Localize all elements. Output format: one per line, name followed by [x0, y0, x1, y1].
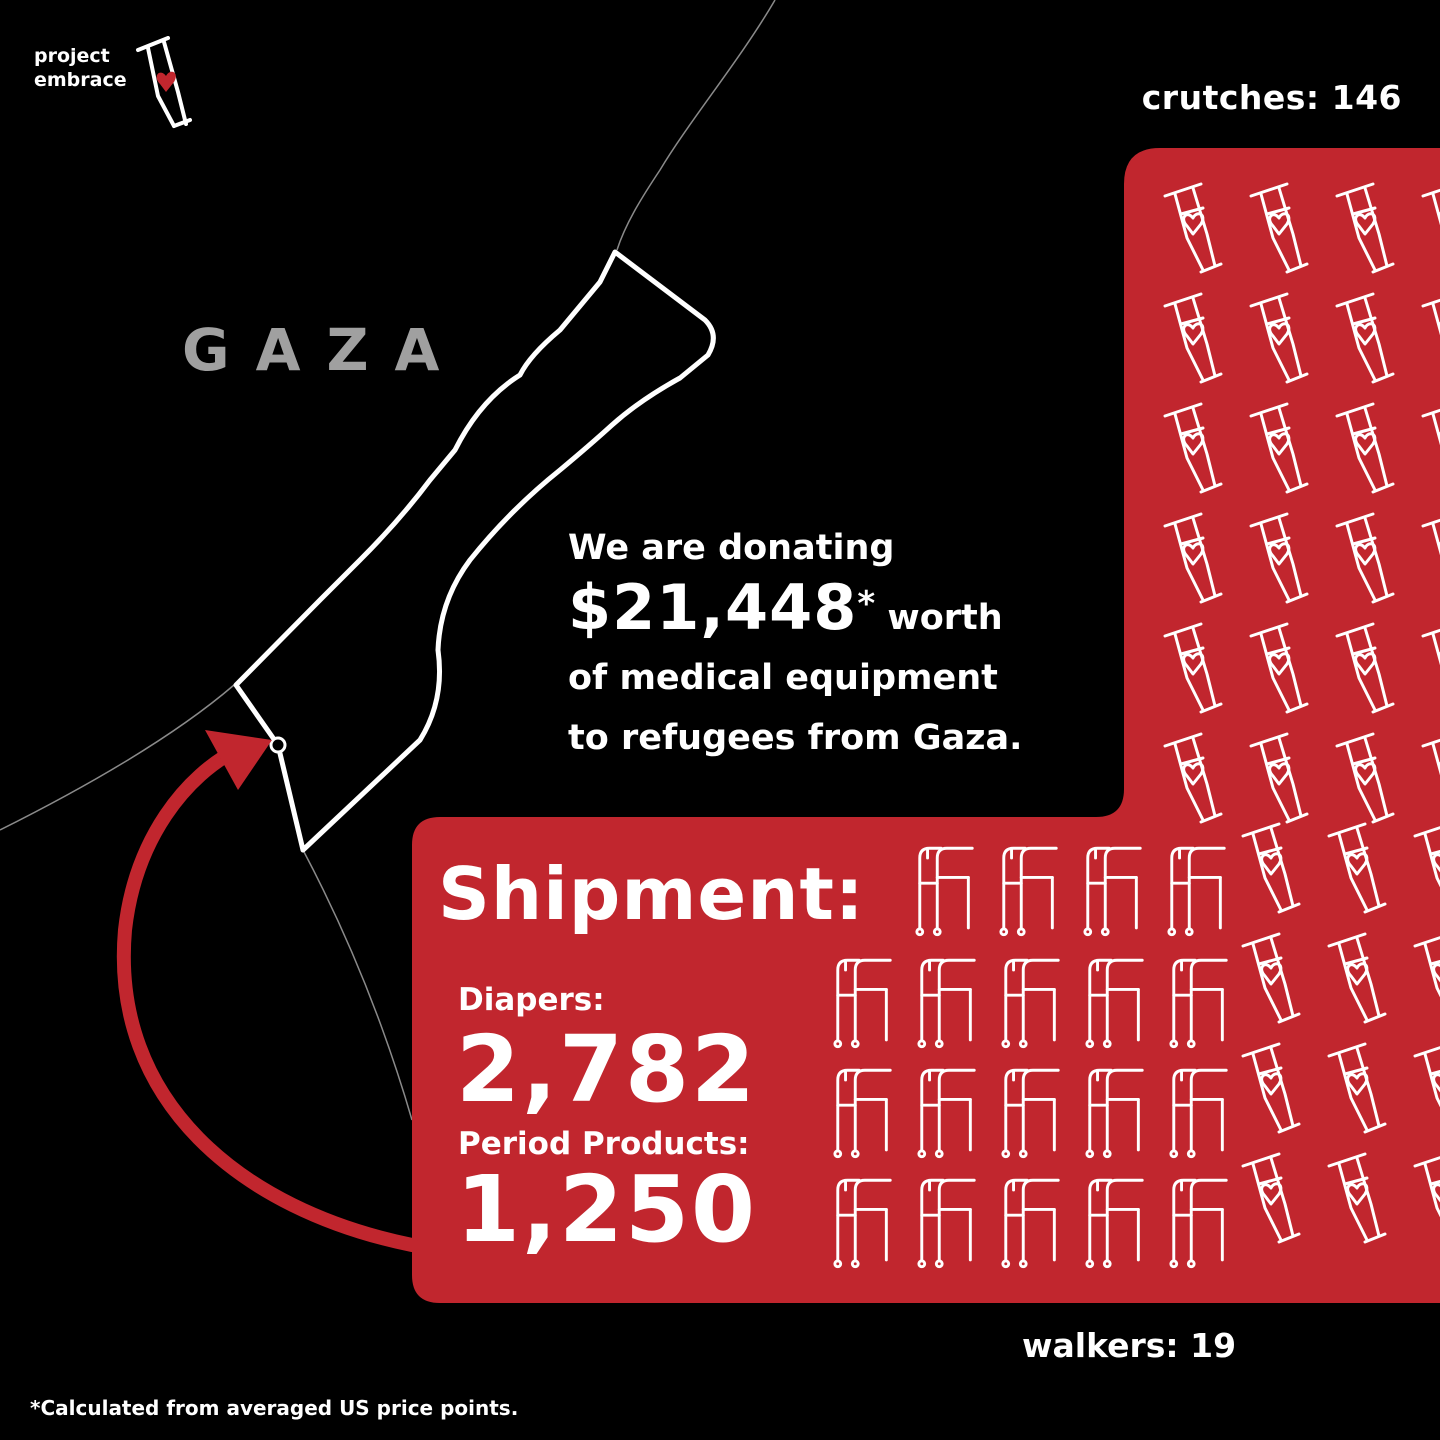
diapers-label: Diapers:: [458, 982, 605, 1018]
headline-worth: worth: [887, 598, 1003, 638]
crutch-heart-icon: [1413, 1156, 1440, 1218]
crutch-heart-icon: [1335, 402, 1395, 494]
crutch-heart-icon: [1327, 932, 1387, 1024]
headline-line3: of medical equipment: [568, 658, 998, 698]
crutch-heart-icon: [136, 36, 192, 128]
border-line-north: [616, 0, 776, 251]
crutch-heart-icon: [1335, 732, 1395, 824]
crutch-heart-icon: [1421, 628, 1440, 666]
map-region-label: GAZA: [182, 316, 466, 384]
walker-icon: [1169, 958, 1228, 1049]
headline-line2: $21,448* worth: [568, 577, 1022, 648]
walker-icon: [915, 846, 974, 937]
brand-line1: project: [34, 45, 110, 67]
crutches-count: crutches: 146: [1141, 78, 1402, 117]
border-line-south: [302, 849, 413, 1121]
arrow-head: [205, 730, 272, 790]
walker-icon: [1085, 1178, 1144, 1269]
walker-icon: [1001, 1178, 1060, 1269]
headline-line1: We are donating: [568, 528, 895, 568]
walker-icon: [833, 1068, 892, 1159]
crutch-heart-icon: [1249, 402, 1309, 494]
crutch-heart-icon: [1413, 826, 1440, 888]
crutch-heart-icon: [1421, 518, 1440, 556]
crutch-heart-icon: [1327, 1042, 1387, 1134]
walker-icon: [1169, 1068, 1228, 1159]
crutch-heart-icon: [1249, 182, 1309, 274]
walker-icon: [917, 1068, 976, 1159]
crutch-heart-icon: [1421, 298, 1440, 336]
footnote: *Calculated from averaged US price point…: [30, 1396, 519, 1420]
crutch-heart-icon: [1241, 1042, 1301, 1134]
walker-icon: [917, 958, 976, 1049]
crutch-heart-icon: [1421, 738, 1440, 776]
crutch-heart-icon: [1413, 1046, 1440, 1108]
brand-logo: project embrace: [34, 44, 127, 92]
crutch-heart-icon: [1327, 822, 1387, 914]
crutch-heart-icon: [1163, 182, 1223, 274]
headline-line4: to refugees from Gaza.: [568, 718, 1023, 758]
crutch-heart-icon: [1163, 732, 1223, 824]
walker-icon: [1001, 958, 1060, 1049]
period-products-label: Period Products:: [458, 1126, 750, 1162]
crutch-heart-icon: [1249, 292, 1309, 384]
walkers-count: walkers: 19: [1022, 1326, 1237, 1365]
crutch-heart-icon: [1241, 1152, 1301, 1244]
crutch-heart-icon: [1335, 182, 1395, 274]
shipment-title: Shipment:: [438, 852, 865, 936]
walker-icon: [1169, 1178, 1228, 1269]
crutch-heart-icon: [1241, 932, 1301, 1024]
border-line-west: [0, 684, 235, 831]
walker-icon: [1167, 846, 1226, 937]
walker-icon: [833, 1178, 892, 1269]
crutch-heart-icon: [1249, 622, 1309, 714]
crutch-heart-icon: [1163, 512, 1223, 604]
walker-icon: [917, 1178, 976, 1269]
crutch-heart-icon: [1421, 188, 1440, 226]
curved-arrow-icon: [116, 741, 419, 1252]
crutch-heart-icon: [1163, 402, 1223, 494]
crutch-heart-icon: [1163, 622, 1223, 714]
crutch-heart-icon: [1421, 408, 1440, 446]
brand-line2: embrace: [34, 69, 127, 91]
walker-icon: [833, 958, 892, 1049]
crutch-heart-icon: [1163, 292, 1223, 384]
walker-icon: [1085, 1068, 1144, 1159]
crutch-heart-icon: [1335, 622, 1395, 714]
location-marker: [269, 736, 287, 754]
crutch-heart-icon: [1335, 512, 1395, 604]
asterisk: *: [857, 584, 876, 624]
walker-icon: [1083, 846, 1142, 937]
crutch-heart-icon: [1241, 822, 1301, 914]
crutch-heart-icon: [1413, 936, 1440, 998]
donation-amount: $21,448: [568, 571, 858, 644]
gaza-strip-outline: [233, 249, 716, 853]
walker-icon: [999, 846, 1058, 937]
crutch-heart-icon: [1249, 732, 1309, 824]
crutch-heart-icon: [1327, 1152, 1387, 1244]
walker-icon: [1085, 958, 1144, 1049]
period-products-value: 1,250: [456, 1156, 758, 1263]
crutch-heart-icon: [1335, 292, 1395, 384]
diapers-value: 2,782: [456, 1016, 758, 1123]
walker-icon: [1001, 1068, 1060, 1159]
crutch-heart-icon: [1249, 512, 1309, 604]
headline: We are donating $21,448* worth of medica…: [568, 518, 1022, 768]
